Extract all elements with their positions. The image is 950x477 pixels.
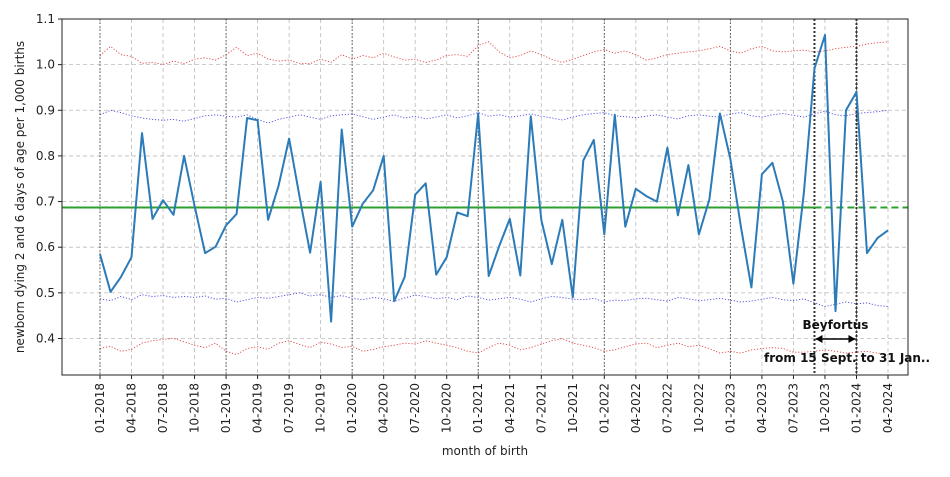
outer-upper-band [99, 41, 889, 66]
x-tick-label: 07-2021 [534, 383, 548, 433]
confidence-bands [99, 41, 889, 355]
x-axis-label: month of birth [442, 444, 528, 458]
y-tick-label: 1.0 [36, 58, 55, 72]
x-tick-label: 07-2023 [786, 383, 800, 433]
annotation-sublabel: from 15 Sept. to 31 Jan.. [764, 351, 930, 365]
x-tick-label: 01-2021 [471, 383, 485, 433]
x-tick-label: 10-2019 [314, 383, 328, 433]
annotation-arrow-left-head [815, 335, 823, 343]
y-tick-label: 0.5 [36, 286, 55, 300]
x-tick-label: 01-2022 [597, 383, 611, 433]
y-tick-label: 0.4 [36, 331, 55, 345]
annotation-label: Beyfortus [803, 318, 869, 332]
x-tick-label: 07-2020 [408, 383, 422, 433]
x-tick-label: 04-2020 [377, 383, 391, 433]
x-tick-label: 01-2019 [219, 383, 233, 433]
y-tick-label: 0.6 [36, 240, 55, 254]
y-axis-label: newborn dying 2 and 6 days of age per 1,… [13, 41, 27, 353]
y-tick-label: 1.1 [36, 12, 55, 26]
x-tick-label: 01-2018 [93, 383, 107, 433]
x-tick-label: 07-2019 [282, 383, 296, 433]
x-tick-label: 04-2024 [881, 383, 895, 433]
x-tick-label: 10-2022 [692, 383, 706, 433]
inner-upper-band [99, 109, 889, 124]
y-axis-ticks: 0.4 0.5 0.6 0.7 0.8 0.9 1.0 1.1 [36, 12, 62, 345]
plot-frame [61, 18, 909, 376]
x-tick-label: 10-2021 [566, 383, 580, 433]
y-tick-label: 0.9 [36, 103, 55, 117]
y-tick-label: 0.8 [36, 149, 55, 163]
annotation-arrow-right-head [848, 335, 856, 343]
x-tick-label: 04-2021 [503, 383, 517, 433]
x-tick-label: 04-2023 [755, 383, 769, 433]
x-tick-label: 04-2018 [125, 383, 139, 433]
x-tick-label: 10-2023 [818, 383, 832, 433]
series-line [99, 34, 889, 323]
x-tick-label: 10-2018 [188, 383, 202, 433]
x-tick-label: 01-2024 [849, 383, 863, 433]
series [99, 34, 889, 323]
x-tick-label: 07-2018 [156, 383, 170, 433]
x-tick-label: 10-2020 [440, 383, 454, 433]
reference-vlines [99, 19, 858, 375]
x-tick-label: 01-2023 [723, 383, 737, 433]
x-tick-label: 01-2020 [345, 383, 359, 433]
x-tick-label: 07-2022 [660, 383, 674, 433]
annotation: Beyfortus from 15 Sept. to 31 Jan.. [764, 318, 930, 365]
x-tick-label: 04-2022 [629, 383, 643, 433]
x-axis-ticks: 01-2018 04-2018 07-2018 10-2018 01-2019 04-20… [93, 375, 895, 433]
inner-lower-band [99, 292, 889, 307]
y-tick-label: 0.7 [36, 195, 55, 209]
x-tick-label: 04-2019 [251, 383, 265, 433]
